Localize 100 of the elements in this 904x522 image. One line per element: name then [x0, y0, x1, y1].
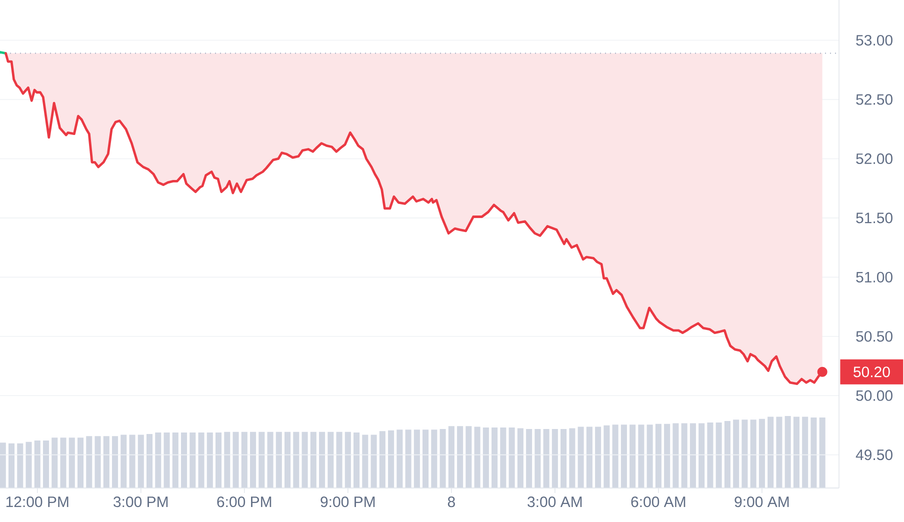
bar — [750, 420, 756, 488]
bar — [500, 428, 506, 488]
bar — [68, 438, 75, 488]
bar — [319, 432, 326, 488]
bar — [698, 423, 705, 488]
bar — [190, 432, 196, 488]
bar — [86, 436, 92, 488]
bar — [60, 438, 66, 488]
y-tick-label: 53.00 — [856, 34, 892, 46]
bar — [267, 432, 274, 488]
bar — [129, 434, 136, 488]
y-tick-label: 52.00 — [856, 153, 892, 164]
bar — [52, 438, 58, 488]
bar — [517, 428, 524, 488]
bar — [474, 426, 480, 488]
bar — [422, 430, 429, 488]
bar — [0, 442, 6, 488]
bar — [552, 428, 558, 488]
bar — [664, 424, 670, 488]
bar — [172, 432, 178, 488]
bar — [672, 423, 679, 488]
bar — [508, 428, 515, 488]
bar — [216, 432, 222, 488]
bar — [440, 428, 446, 488]
y-tick-label: 51.50 — [856, 212, 892, 224]
bar — [802, 416, 808, 488]
bar — [336, 432, 342, 488]
bar — [224, 432, 230, 488]
bar — [8, 443, 15, 488]
bar — [293, 432, 300, 488]
bar — [776, 416, 782, 488]
bar — [431, 430, 438, 488]
x-tick-label: 12:00 PM — [6, 496, 68, 508]
bar — [492, 428, 498, 488]
y-tick-label: 52.50 — [856, 94, 892, 105]
bar — [328, 432, 334, 488]
bar — [94, 436, 101, 488]
x-tick-label: 8 — [448, 496, 455, 508]
bar — [26, 442, 32, 488]
bar — [690, 423, 696, 488]
bar — [405, 430, 412, 488]
x-tick-label: 3:00 PM — [114, 496, 168, 508]
bar — [638, 424, 644, 488]
bar — [232, 432, 239, 488]
bar — [344, 432, 351, 488]
bar — [578, 426, 584, 488]
bar — [724, 421, 730, 488]
bar — [250, 432, 256, 488]
bar — [164, 432, 170, 488]
bar — [768, 416, 774, 488]
bar — [302, 432, 308, 488]
bar — [681, 423, 688, 488]
bar — [758, 418, 765, 488]
bar — [448, 426, 454, 488]
bar — [241, 432, 248, 488]
bar — [198, 432, 204, 488]
bar — [630, 424, 636, 488]
bar — [543, 428, 550, 488]
bar — [146, 434, 153, 488]
bar — [526, 428, 532, 488]
bar — [586, 426, 592, 488]
bar — [560, 428, 567, 488]
bar — [716, 422, 722, 488]
bar — [569, 428, 576, 488]
bar — [793, 416, 800, 488]
y-tick-label: 51.00 — [856, 272, 892, 282]
bar — [612, 424, 618, 488]
x-tick-label: 3:00 AM — [528, 496, 582, 508]
bar — [379, 431, 386, 488]
bar — [42, 440, 50, 488]
bar — [655, 424, 662, 488]
bar — [457, 426, 464, 488]
bar — [206, 432, 213, 488]
bar — [742, 420, 748, 488]
bar — [810, 417, 817, 488]
bar — [534, 428, 541, 488]
bar — [77, 438, 84, 488]
bar — [155, 432, 162, 488]
y-tick-label: 50.00 — [856, 390, 892, 401]
y-tick-label: 49.50 — [856, 450, 892, 460]
bar — [646, 424, 653, 488]
x-tick-label: 9:00 PM — [320, 496, 375, 508]
bar — [284, 432, 291, 488]
bar — [733, 420, 740, 488]
bar — [181, 432, 188, 488]
y-tick-label: 50.50 — [856, 331, 892, 342]
bar — [595, 426, 602, 488]
bar — [784, 416, 791, 488]
bar — [414, 430, 420, 488]
bar — [138, 434, 144, 488]
annotation: 50.20 — [854, 366, 890, 378]
x-tick-label: 9:00 AM — [734, 496, 789, 508]
bar — [354, 432, 360, 488]
bar — [466, 426, 472, 488]
bar — [310, 432, 316, 488]
bar — [396, 430, 403, 488]
bar — [388, 430, 394, 488]
bar — [819, 417, 826, 488]
x-tick-label: 6:00 AM — [631, 496, 686, 508]
x-tick-label: 6:00 PM — [217, 496, 272, 508]
